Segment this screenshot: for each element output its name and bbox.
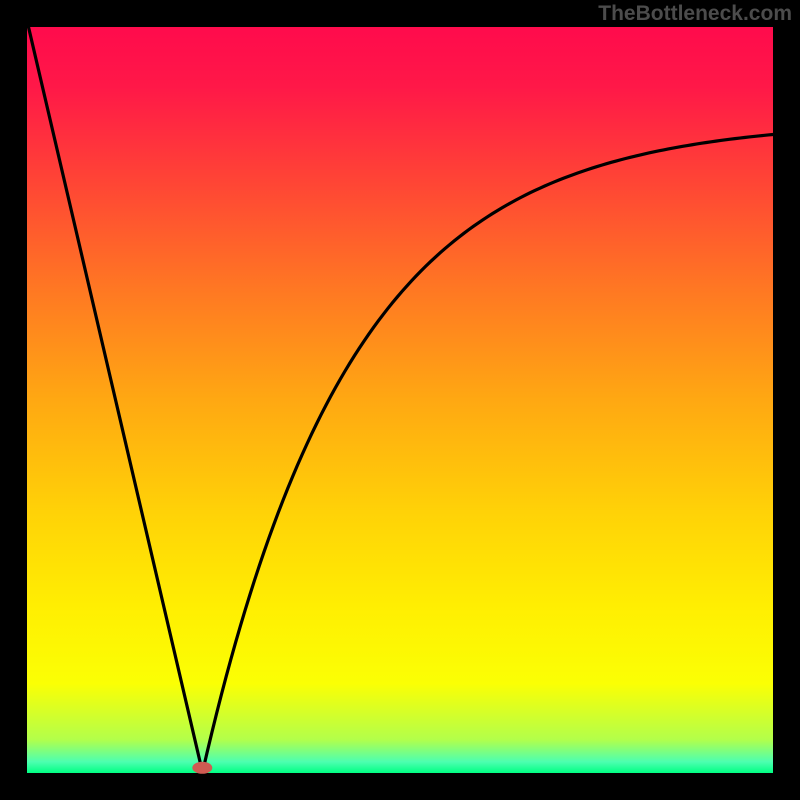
min-point-marker: [192, 762, 212, 774]
bottleneck-curve: [28, 27, 773, 773]
curve-layer: [27, 27, 773, 773]
chart-container: TheBottleneck.com: [0, 0, 800, 800]
watermark-text: TheBottleneck.com: [598, 2, 792, 26]
plot-frame: [27, 27, 773, 773]
